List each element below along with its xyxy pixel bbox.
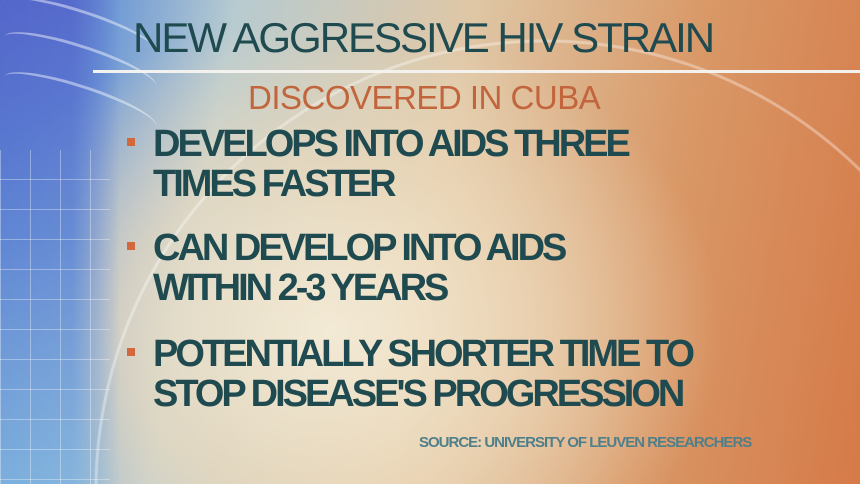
divider bbox=[93, 70, 860, 73]
bullet-square-icon bbox=[127, 138, 135, 146]
headline: NEW AGGRESSIVE HIV STRAIN bbox=[133, 14, 715, 61]
left-panel-decoration bbox=[0, 0, 120, 484]
bullet-square-icon bbox=[127, 242, 135, 250]
source-credit: SOURCE: UNIVERSITY OF LEUVEN RESEARCHERS bbox=[419, 434, 752, 451]
bullet-line: DEVELOPS INTO AIDS THREE bbox=[153, 123, 631, 165]
bullet-square-icon bbox=[127, 348, 135, 356]
bullet-line: CAN DEVELOP INTO AIDS bbox=[153, 227, 567, 269]
grid-decoration bbox=[0, 150, 110, 484]
bullet-line: WITHIN 2-3 YEARS bbox=[153, 267, 449, 309]
bullet-line: TIMES FASTER bbox=[153, 163, 397, 205]
bullet-line: POTENTIALLY SHORTER TIME TO bbox=[153, 333, 695, 375]
subheadline: DISCOVERED IN CUBA bbox=[248, 79, 601, 116]
bullet-line: STOP DISEASE'S PROGRESSION bbox=[153, 373, 685, 415]
